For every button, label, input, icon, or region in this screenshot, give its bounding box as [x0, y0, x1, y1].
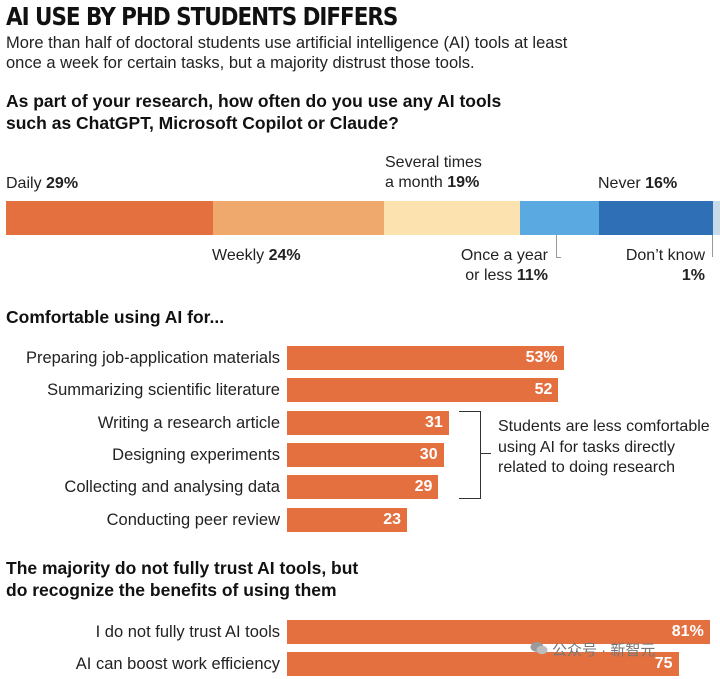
value-label-summarizing: 52	[534, 381, 553, 398]
label-weekly: Weekly 24%	[212, 247, 301, 264]
value-label-not-trust: 81%	[671, 623, 704, 640]
label-never: Never 16%	[598, 175, 678, 192]
stacked-frequency-bar	[6, 201, 720, 235]
bar-collecting-data: 29	[287, 475, 439, 499]
bar-peer-review: 23	[287, 508, 408, 532]
segment-several-times-a-month	[384, 201, 521, 235]
comfort-heading: Comfortable using AI for...	[6, 307, 225, 327]
row-label-not-trust: I do not fully trust AI tools	[95, 623, 280, 641]
leader-dont-know	[712, 235, 714, 257]
segment-once-a-year-or-less	[520, 201, 599, 235]
row-label-collecting-data: Collecting and analysing data	[64, 478, 280, 496]
annotation-less-comfortable: Students are less comfortable using AI f…	[498, 418, 710, 476]
segment-weekly	[213, 201, 385, 235]
chart-subtitle: More than half of doctoral students use …	[6, 34, 568, 72]
leader-once-a-year	[556, 235, 561, 258]
bar-boost-efficiency: 75	[287, 652, 679, 676]
research-tasks-bracket	[459, 411, 481, 499]
segment-daily	[6, 201, 214, 235]
stacked-chart-question: As part of your research, how often do y…	[6, 91, 502, 133]
label-dont-know: Don’t know 1%	[625, 247, 705, 284]
value-label-collecting-data: 29	[414, 478, 433, 495]
value-label-writing-article: 31	[425, 414, 443, 431]
row-label-boost-efficiency: AI can boost work efficiency	[75, 655, 280, 673]
wechat-icon	[530, 642, 548, 655]
bar-designing-experiments: 30	[287, 443, 444, 467]
row-label-peer-review: Conducting peer review	[106, 511, 280, 529]
bracket-pointer	[481, 453, 491, 454]
row-label-designing-experiments: Designing experiments	[112, 446, 280, 464]
value-label-boost-efficiency: 75	[654, 655, 673, 672]
segment-never	[598, 201, 713, 235]
value-label-peer-review: 23	[383, 511, 402, 528]
segment-don-t-know	[712, 201, 720, 235]
value-label-designing-experiments: 30	[419, 446, 438, 463]
bar-job-application: 53%	[287, 346, 564, 370]
label-daily: Daily 29%	[6, 175, 79, 192]
row-label-job-application: Preparing job-application materials	[25, 349, 280, 367]
row-label-summarizing: Summarizing scientific literature	[47, 381, 280, 399]
bar-not-trust: 81%	[287, 620, 710, 644]
trust-heading: The majority do not fully trust AI tools…	[6, 558, 359, 600]
chart-title: AI USE BY PHD STUDENTS DIFFERS	[6, 2, 398, 31]
bar-writing-article: 31	[287, 411, 449, 435]
row-label-writing-article: Writing a research article	[97, 414, 280, 432]
label-several-times: Several times a month 19%	[385, 154, 482, 191]
value-label-job-application: 53%	[525, 349, 558, 366]
watermark-text: 公众号 · 新智元	[552, 642, 656, 659]
bar-summarizing: 52	[287, 378, 559, 402]
label-once-a-year: Once a year or less 11%	[460, 247, 548, 284]
